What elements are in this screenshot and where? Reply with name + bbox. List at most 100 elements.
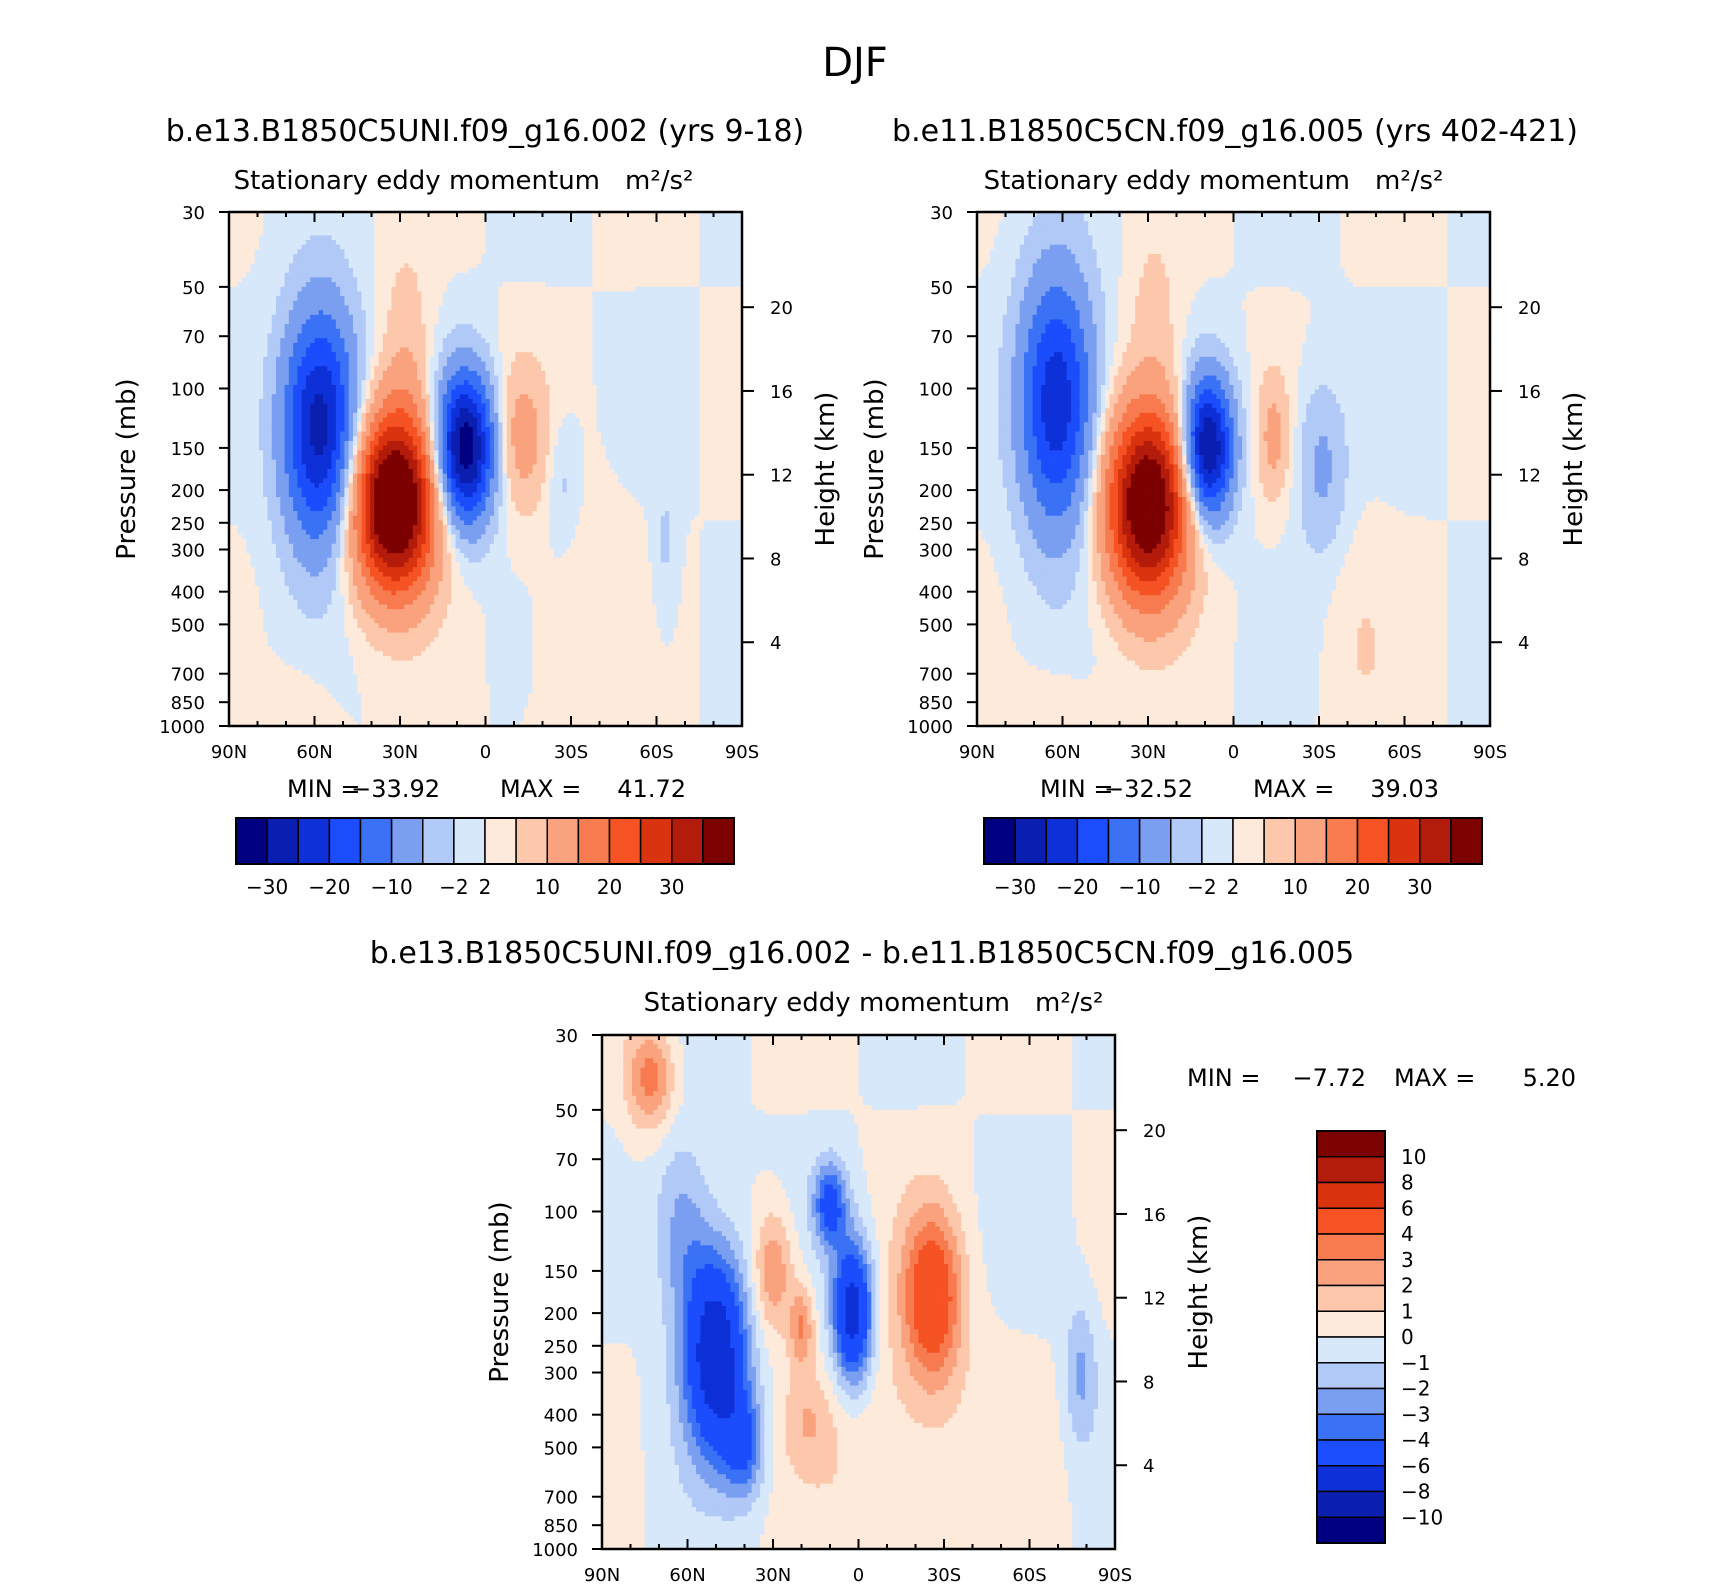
- contour-cell: [391, 291, 397, 297]
- contour-cell: [241, 497, 247, 503]
- contour-cell: [267, 258, 273, 264]
- contour-cell: [400, 473, 405, 479]
- contour-cell: [267, 296, 273, 302]
- contour-cell: [391, 567, 397, 573]
- contour-cell: [233, 618, 239, 624]
- contour-cell: [254, 711, 260, 718]
- contour-cell: [280, 310, 286, 316]
- contour-cell: [288, 632, 294, 638]
- contour-cell: [241, 366, 247, 372]
- contour-cell: [404, 613, 410, 620]
- contour-cell: [417, 501, 422, 507]
- contour-cell: [301, 604, 307, 610]
- contour-cell: [276, 557, 281, 564]
- contour-cell: [263, 595, 269, 601]
- contour-cell: [412, 557, 418, 564]
- contour-cell: [258, 342, 264, 349]
- contour-cell: [365, 240, 371, 246]
- contour-cell: [335, 422, 341, 428]
- contour-cell: [288, 216, 294, 222]
- contour-cell: [370, 511, 375, 517]
- contour-cell: [323, 627, 328, 634]
- contour-cell: [387, 361, 393, 367]
- contour-cell: [391, 693, 397, 699]
- contour-cell: [395, 688, 401, 694]
- contour-cell: [305, 305, 311, 311]
- contour-cell: [335, 501, 341, 507]
- contour-cell: [280, 697, 286, 704]
- contour-cell: [318, 660, 324, 666]
- contour-cell: [237, 567, 243, 573]
- contour-cell: [237, 408, 243, 414]
- contour-cell: [305, 567, 311, 573]
- contour-cell: [318, 305, 324, 311]
- contour-cell: [335, 296, 341, 302]
- contour-cell: [276, 333, 281, 339]
- contour-cell: [382, 595, 388, 601]
- contour-cell: [374, 716, 380, 722]
- contour-cell: [335, 655, 341, 662]
- contour-cell: [246, 660, 251, 666]
- contour-cell: [267, 609, 273, 615]
- contour-cell: [288, 268, 294, 274]
- contour-cell: [310, 707, 316, 713]
- contour-cell: [284, 212, 290, 218]
- contour-cell: [318, 683, 324, 690]
- contour-cell: [314, 272, 320, 279]
- contour-cell: [297, 342, 303, 349]
- contour-cell: [267, 431, 273, 437]
- contour-cell: [331, 408, 337, 414]
- contour-cell: [246, 539, 251, 545]
- contour-cell: [293, 693, 299, 699]
- contour-cell: [288, 272, 294, 279]
- contour-cell: [382, 333, 388, 339]
- contour-cell: [318, 506, 324, 512]
- contour-cell: [233, 539, 239, 545]
- contour-cell: [417, 641, 422, 648]
- contour-cell: [327, 319, 333, 325]
- contour-cell: [395, 613, 401, 620]
- contour-cell: [276, 254, 281, 260]
- contour-cell: [293, 216, 299, 222]
- contour-cell: [408, 226, 414, 232]
- contour-cell: [284, 226, 290, 232]
- contour-cell: [348, 258, 354, 264]
- contour-cell: [361, 324, 367, 330]
- contour-cell: [246, 212, 251, 218]
- contour-cell: [254, 422, 260, 428]
- contour-cell: [267, 506, 273, 512]
- contour-cell: [233, 651, 239, 657]
- contour-cell: [263, 314, 269, 321]
- contour-cell: [318, 389, 324, 395]
- contour-cell: [301, 398, 307, 405]
- contour-cell: [288, 604, 294, 610]
- contour-cell: [400, 515, 405, 521]
- contour-cell: [250, 314, 256, 321]
- contour-cell: [233, 342, 239, 349]
- contour-cell: [310, 431, 316, 437]
- contour-cell: [327, 711, 333, 718]
- contour-cell: [404, 230, 410, 236]
- contour-cell: [357, 310, 363, 316]
- contour-cell: [365, 370, 371, 377]
- contour-cell: [408, 665, 414, 671]
- contour-cell: [357, 688, 363, 694]
- contour-cell: [263, 553, 269, 559]
- contour-cell: [280, 282, 286, 288]
- contour-cell: [233, 595, 239, 601]
- contour-cell: [271, 347, 277, 353]
- contour-cell: [408, 716, 414, 722]
- contour-cell: [387, 417, 393, 423]
- contour-cell: [318, 520, 324, 526]
- contour-cell: [280, 342, 286, 349]
- contour-cell: [417, 464, 422, 470]
- contour-cell: [327, 599, 333, 606]
- contour-cell: [370, 525, 375, 531]
- contour-cell: [357, 277, 363, 283]
- contour-cell: [241, 693, 247, 699]
- contour-cell: [241, 655, 247, 662]
- contour-cell: [352, 660, 358, 666]
- contour-cell: [331, 571, 337, 578]
- contour-cell: [284, 683, 290, 690]
- contour-cell: [305, 464, 311, 470]
